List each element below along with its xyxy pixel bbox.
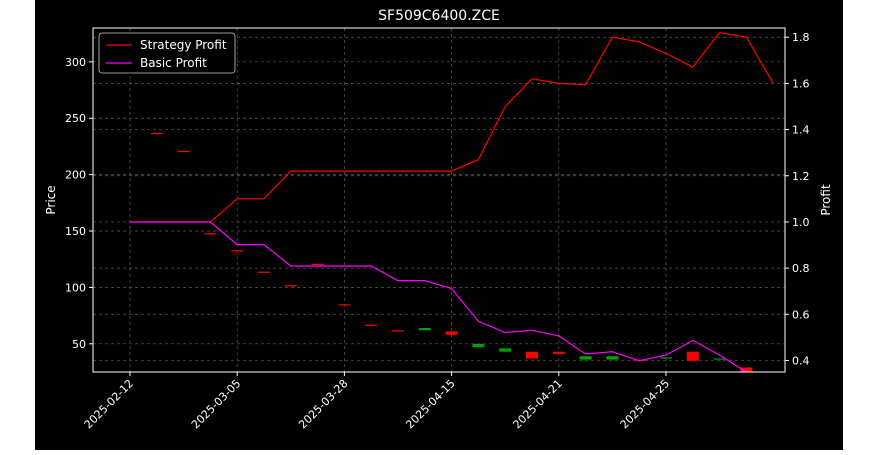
y-left-tick-label: 50: [72, 338, 86, 351]
series-line-basic-profit: [130, 221, 747, 373]
candle: [499, 348, 512, 352]
series-layer: [130, 31, 774, 373]
figure-background: [35, 0, 843, 450]
y-left-tick-label: 200: [65, 169, 86, 182]
candle: [204, 233, 217, 235]
candle: [284, 285, 297, 287]
y-left-tick-label: 300: [65, 56, 86, 69]
y-right-tick-label: 1.8: [792, 31, 810, 44]
candle: [150, 132, 163, 135]
candle: [445, 331, 458, 335]
y-left-tick-label: 150: [65, 225, 86, 238]
y-right-tick-label: 1.4: [792, 124, 810, 137]
candle: [606, 356, 619, 360]
y-left-tick-label: 250: [65, 112, 86, 125]
candle: [365, 324, 378, 326]
candle: [231, 250, 244, 252]
y-axis-right-label: Profit: [819, 184, 833, 216]
candle: [311, 263, 324, 265]
y-right-tick-label: 1.2: [792, 170, 810, 183]
y-axis-right: 0.4 0.6 0.8 1.0 1.2 1.4 1.6 1.8: [785, 31, 810, 367]
y-right-tick-label: 0.6: [792, 308, 810, 321]
candle: [660, 357, 672, 359]
candle: [552, 351, 565, 354]
candle: [418, 328, 431, 331]
plot-frame: [92, 27, 786, 373]
legend: Strategy Profit Basic Profit: [98, 32, 236, 74]
candle: [713, 358, 726, 360]
legend-box: [98, 32, 236, 74]
candle: [338, 304, 351, 306]
legend-label-basic-profit: Basic Profit: [140, 56, 207, 70]
candle: [686, 351, 699, 361]
candle: [526, 351, 538, 359]
y-right-tick-label: 0.8: [792, 262, 810, 275]
y-right-tick-label: 1.0: [792, 216, 810, 229]
candle: [740, 367, 753, 372]
legend-label-strategy-profit: Strategy Profit: [140, 38, 227, 52]
y-axis-left: 50 100 150 200 250 300: [65, 56, 93, 351]
candle: [579, 356, 592, 360]
candle: [392, 330, 404, 332]
candle-layer: [150, 132, 753, 372]
y-right-tick-label: 0.4: [792, 354, 810, 367]
y-axis-left-label: Price: [44, 185, 58, 214]
candle: [177, 150, 190, 153]
chart-title: SF509C6400.ZCE: [378, 8, 500, 24]
grid-layer: [93, 28, 785, 372]
series-line-strategy-profit: [130, 31, 774, 223]
y-left-tick-label: 100: [65, 281, 86, 294]
candle: [472, 343, 485, 348]
y-right-tick-label: 1.6: [792, 77, 810, 90]
candle: [258, 271, 270, 273]
